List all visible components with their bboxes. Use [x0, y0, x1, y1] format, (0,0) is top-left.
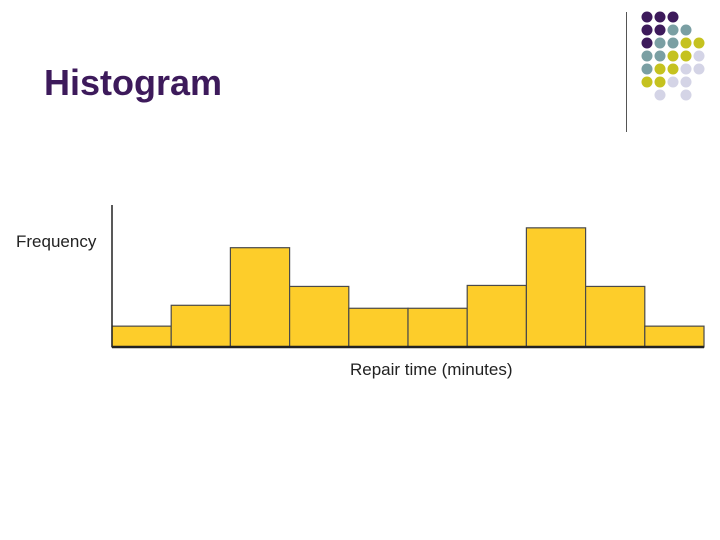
- decorative-dot: [680, 63, 692, 75]
- decorative-dot: [693, 37, 705, 49]
- decorative-dot: [641, 50, 653, 62]
- decorative-dot: [641, 76, 653, 88]
- decorative-dot: [654, 76, 666, 88]
- histogram-bar: [348, 307, 409, 348]
- histogram-bar: [111, 325, 172, 348]
- x-axis-label: Repair time (minutes): [350, 360, 513, 379]
- decorative-dot: [654, 11, 666, 23]
- decorative-dot: [667, 63, 679, 75]
- histogram-bar: [644, 325, 705, 348]
- histogram-bar: [584, 285, 646, 348]
- histogram-bar: [466, 284, 528, 348]
- decorative-dot: [654, 37, 666, 49]
- decorative-dot: [667, 11, 679, 23]
- decorative-dot: [641, 63, 653, 75]
- decorative-dot: [654, 50, 666, 62]
- decorative-dot: [654, 24, 666, 36]
- histogram-bar: [525, 227, 587, 348]
- decorative-dot: [654, 89, 666, 101]
- decorative-dot: [680, 76, 692, 88]
- histogram-bar: [229, 247, 291, 348]
- decorative-dot: [667, 24, 679, 36]
- decorative-dot: [641, 37, 653, 49]
- decorative-divider: [626, 12, 627, 132]
- decorative-dot: [667, 76, 679, 88]
- slide-title: Histogram: [44, 62, 223, 103]
- decorative-dot: [680, 24, 692, 36]
- decorative-dot: [654, 63, 666, 75]
- decorative-dot: [693, 50, 705, 62]
- y-axis-label: Frequency: [16, 232, 97, 251]
- decorative-dot: [680, 37, 692, 49]
- histogram-bar: [289, 285, 350, 348]
- decorative-dot: [693, 63, 705, 75]
- decorative-dot: [667, 37, 679, 49]
- histogram-bar: [170, 304, 231, 348]
- decorative-dot: [680, 50, 692, 62]
- decorative-dot: [680, 89, 692, 101]
- decorative-dot: [667, 50, 679, 62]
- decorative-dot: [641, 24, 653, 36]
- decorative-dot-pattern: [641, 11, 705, 101]
- decorative-dot: [641, 11, 653, 23]
- histogram-bar: [407, 307, 468, 348]
